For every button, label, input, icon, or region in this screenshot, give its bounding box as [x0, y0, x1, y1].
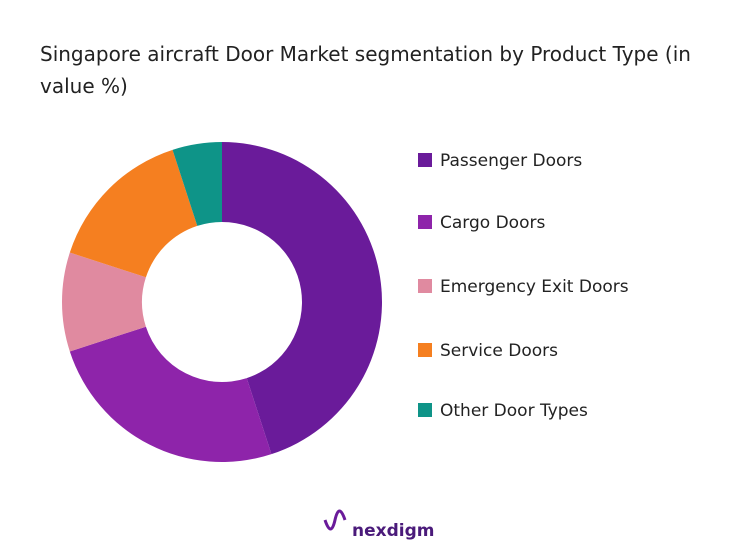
legend-label: Passenger Doors — [440, 151, 582, 171]
legend-label: Other Door Types — [440, 401, 588, 421]
legend-swatch — [418, 279, 432, 293]
legend-swatch — [418, 153, 432, 167]
legend-label: Emergency Exit Doors — [440, 277, 629, 297]
legend-swatch — [418, 215, 432, 229]
donut-slice — [222, 142, 382, 455]
legend-label: Service Doors — [440, 341, 558, 361]
brand: nexdigm — [352, 521, 434, 541]
legend-swatch — [418, 403, 432, 417]
donut-slice — [69, 326, 272, 462]
donut-slice — [172, 142, 222, 226]
legend-label: Cargo Doors — [440, 213, 545, 233]
donut-slice — [62, 252, 146, 352]
logo-icon — [323, 509, 347, 531]
legend-swatch — [418, 343, 432, 357]
chart-title: Singapore aircraft Door Market segmentat… — [40, 42, 691, 98]
donut-slice — [69, 149, 198, 278]
